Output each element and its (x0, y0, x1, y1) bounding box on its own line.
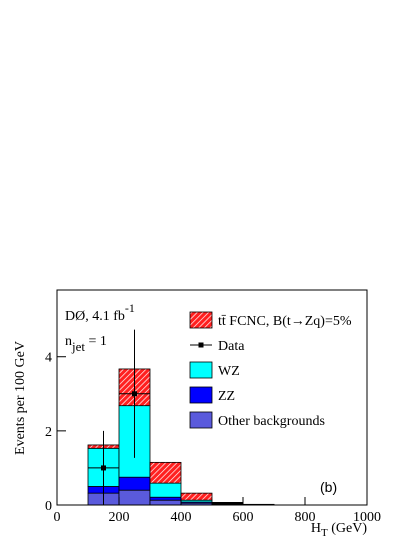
legend-swatch (189, 386, 213, 404)
frame (56, 289, 368, 506)
njet-label: njet = 1 (65, 334, 107, 354)
histogram-segment (211, 502, 244, 504)
legend-label: Other backgrounds (218, 414, 325, 429)
legend-label: ZZ (218, 389, 235, 404)
y-tick-label: 4 (45, 351, 52, 366)
y-tick-label: 0 (45, 499, 52, 514)
data-point (101, 465, 106, 471)
legend-swatch (198, 342, 204, 348)
histogram-segment (149, 482, 182, 498)
x-tick-label: 200 (109, 510, 130, 525)
histogram-segment (118, 476, 151, 491)
histogram-segment (149, 496, 182, 501)
x-tick-label: 400 (171, 510, 192, 525)
legend-label: WZ (218, 364, 240, 379)
legend-swatch (189, 311, 213, 329)
panel-label: (b) (320, 479, 337, 495)
legend-label: tt̄ FCNC, B(t→Zq)=5% (218, 314, 352, 329)
y-axis-label: Events per 100 GeV (13, 341, 28, 455)
legend-swatch (189, 411, 213, 429)
histogram-segment (149, 461, 182, 484)
legend-swatch (189, 361, 213, 379)
experiment-label: DØ, 4.1 fb-1 (65, 301, 135, 324)
data-point (132, 391, 137, 397)
histogram-segment (118, 489, 151, 506)
y-tick-label: 2 (45, 425, 52, 440)
x-tick-label: 800 (295, 510, 316, 525)
x-tick-label: 600 (233, 510, 254, 525)
histogram-segment (149, 499, 182, 506)
x-tick-label: 1000 (353, 510, 381, 525)
x-tick-label: 0 (54, 510, 61, 525)
x-axis-label: HT (GeV) (311, 521, 367, 539)
histogram-segment (180, 492, 213, 501)
legend-label: Data (218, 339, 245, 354)
